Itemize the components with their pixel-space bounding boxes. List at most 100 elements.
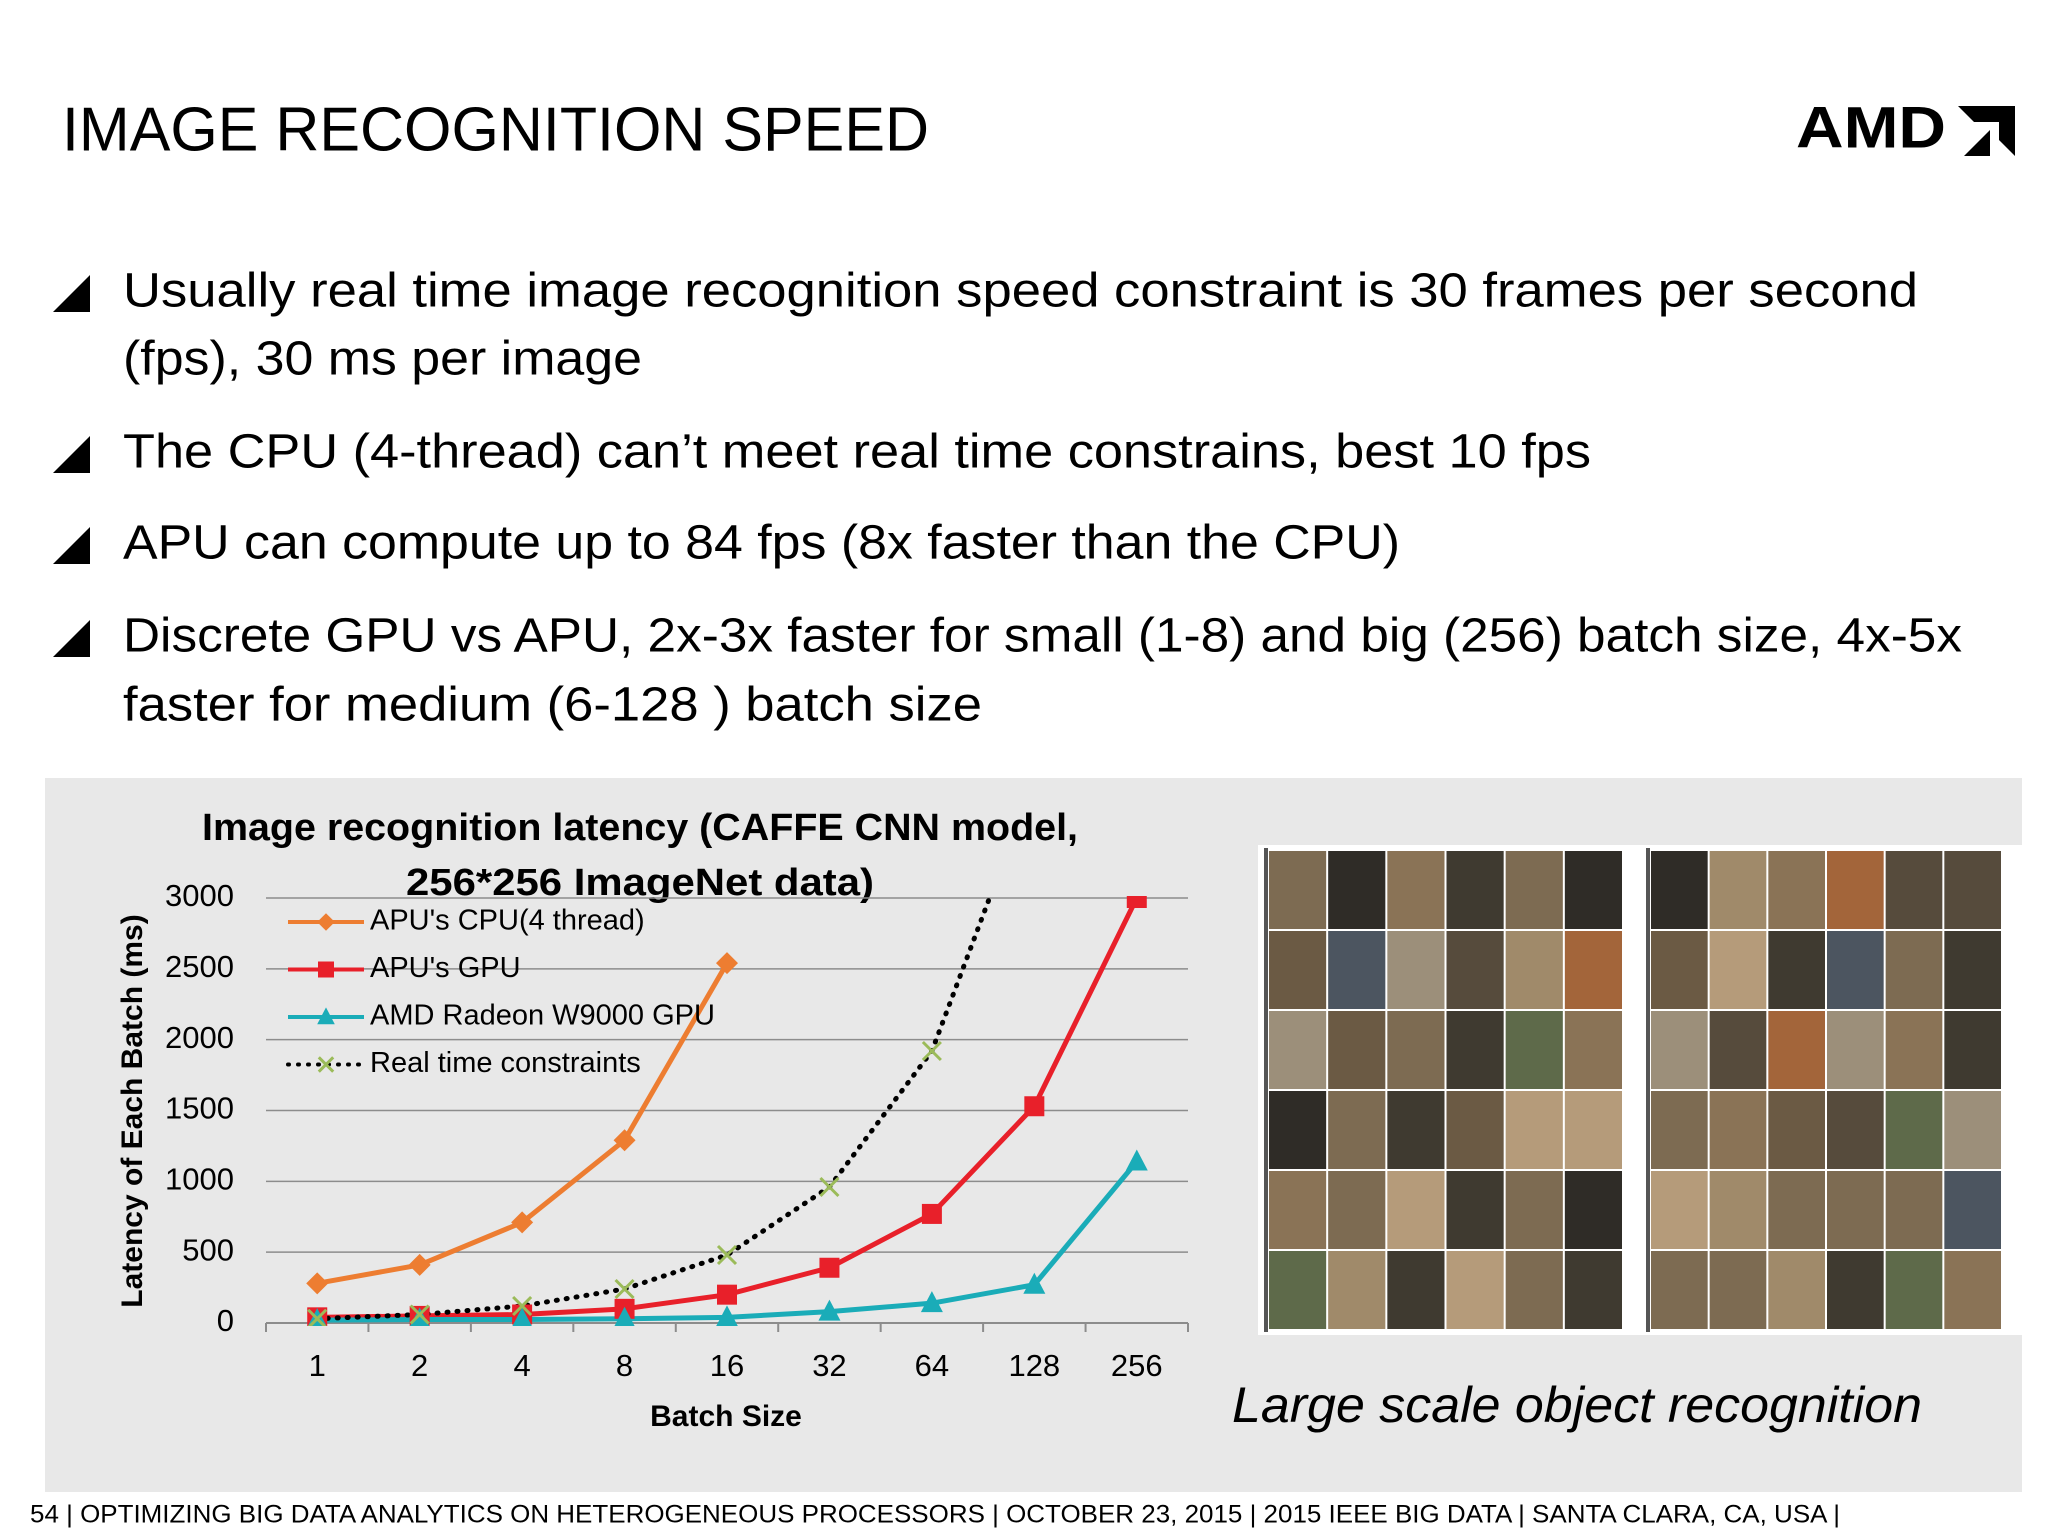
bullet-text: APU can compute up to 84 fps (8x faster … bbox=[123, 517, 1400, 570]
bullet-marker bbox=[53, 620, 90, 657]
marker bbox=[317, 1056, 335, 1073]
marker bbox=[1023, 1272, 1046, 1294]
photo-tile bbox=[1505, 1251, 1563, 1329]
photo-tile bbox=[1269, 1011, 1327, 1089]
photo-tile bbox=[1328, 1011, 1386, 1089]
photo-tile bbox=[1944, 1011, 2001, 1089]
logo-arrow bbox=[1958, 106, 2015, 156]
photo-tile bbox=[1505, 1091, 1563, 1169]
y-tick-label: 2000 bbox=[165, 1020, 234, 1055]
photo-tile bbox=[1827, 931, 1884, 1009]
marker bbox=[818, 1299, 841, 1321]
photo-tile bbox=[1564, 1091, 1622, 1169]
marker bbox=[921, 1040, 942, 1062]
photo-tile bbox=[1827, 1091, 1884, 1169]
x-tick-label: 8 bbox=[616, 1348, 633, 1383]
chart-title: Image recognition latency (CAFFE CNN mod… bbox=[202, 807, 1078, 849]
photo-tile bbox=[1446, 1251, 1504, 1329]
photo-tile bbox=[1269, 931, 1327, 1009]
chart: Image recognition latency (CAFFE CNN mod… bbox=[116, 807, 1189, 1433]
bullet-marker bbox=[53, 436, 90, 473]
legend-label: Real time constraints bbox=[370, 1047, 641, 1079]
photo-tile bbox=[1328, 1091, 1386, 1169]
photo-tile bbox=[1885, 1091, 1943, 1169]
photo-tile bbox=[1651, 1091, 1708, 1169]
photo-tile bbox=[1446, 931, 1504, 1009]
photo-tile bbox=[1387, 931, 1445, 1009]
marker bbox=[921, 1203, 942, 1224]
x-tick-label: 2 bbox=[411, 1348, 428, 1383]
chart-title: 256*256 ImageNet data) bbox=[406, 862, 874, 904]
bullet-marker bbox=[53, 275, 90, 312]
photo-tile bbox=[1387, 1091, 1445, 1169]
bullet-text: Usually real time image recognition spee… bbox=[123, 265, 1918, 318]
marker bbox=[716, 952, 738, 975]
image-caption: Large scale object recognition bbox=[1232, 1377, 1922, 1433]
marker bbox=[511, 1211, 534, 1234]
photo-tile bbox=[1387, 1171, 1445, 1249]
photo-border bbox=[1264, 848, 1268, 1332]
marker bbox=[512, 1307, 532, 1326]
x-tick-label: 128 bbox=[1008, 1348, 1060, 1383]
photo-tile bbox=[1709, 1251, 1767, 1329]
photo-tile bbox=[1651, 1171, 1708, 1249]
photo-tile bbox=[1269, 1251, 1327, 1329]
photo-tile bbox=[1827, 851, 1884, 929]
photo-grid bbox=[1264, 848, 2001, 1332]
photo-tile bbox=[1505, 931, 1563, 1009]
photo-tile bbox=[1387, 851, 1445, 929]
photo-tile bbox=[1768, 931, 1825, 1009]
photo-tile bbox=[1827, 1011, 1884, 1089]
photo-tile bbox=[1446, 1011, 1504, 1089]
photo-tile bbox=[1269, 851, 1327, 929]
photo-tile bbox=[1944, 1171, 2001, 1249]
photo-tile bbox=[1944, 1091, 2001, 1169]
marker bbox=[512, 1295, 533, 1317]
y-tick-label: 2500 bbox=[165, 949, 234, 984]
marker bbox=[307, 1308, 328, 1326]
photo-tile bbox=[1328, 1251, 1386, 1329]
x-tick-label: 16 bbox=[710, 1348, 744, 1383]
marker bbox=[614, 1306, 635, 1326]
y-tick-label: 1000 bbox=[165, 1162, 234, 1197]
photo-tile bbox=[1709, 1171, 1767, 1249]
footer: 54 | OPTIMIZING BIG DATA ANALYTICS ON HE… bbox=[30, 1501, 1840, 1529]
marker bbox=[613, 1129, 636, 1152]
marker bbox=[1024, 1096, 1045, 1117]
x-tick-label: 64 bbox=[915, 1348, 949, 1383]
photo-tile bbox=[1564, 1251, 1622, 1329]
y-tick-label: 500 bbox=[182, 1232, 234, 1267]
photo-tile bbox=[1885, 851, 1943, 929]
marker bbox=[716, 1244, 738, 1266]
x-tick-label: 4 bbox=[513, 1348, 530, 1383]
marker bbox=[306, 1272, 329, 1295]
marker bbox=[716, 1305, 738, 1326]
bullet-list: Usually real time image recognition spee… bbox=[53, 265, 1962, 732]
bullet-text: Discrete GPU vs APU, 2x-3x faster for sm… bbox=[123, 610, 1962, 663]
photo-tile bbox=[1328, 1171, 1386, 1249]
marker bbox=[614, 1278, 635, 1300]
plot-area bbox=[306, 896, 1148, 1326]
marker bbox=[408, 1253, 431, 1276]
x-tick-label: 32 bbox=[812, 1348, 846, 1383]
photo-tile bbox=[1885, 931, 1943, 1009]
x-axis-label: Batch Size bbox=[650, 1400, 802, 1433]
y-axis-label: Latency of Each Batch (ms) bbox=[116, 914, 149, 1307]
photo-tile bbox=[1709, 931, 1767, 1009]
photo-tile bbox=[1564, 931, 1622, 1009]
photo-tile bbox=[1564, 851, 1622, 929]
marker bbox=[317, 1007, 335, 1025]
legend-label: AMD Radeon W9000 GPU bbox=[370, 1000, 715, 1032]
photo-tile bbox=[1505, 1011, 1563, 1089]
photo-tile bbox=[1709, 1011, 1767, 1089]
x-tick-label: 256 bbox=[1111, 1348, 1163, 1383]
bullet-marker bbox=[53, 527, 90, 564]
photo-tile bbox=[1768, 851, 1825, 929]
bullet-text: The CPU (4-thread) can’t meet real time … bbox=[123, 426, 1591, 479]
marker bbox=[717, 1284, 737, 1305]
marker bbox=[317, 913, 335, 931]
photo-tile bbox=[1944, 851, 2001, 929]
photo-tile bbox=[1328, 931, 1386, 1009]
marker bbox=[1125, 1149, 1148, 1171]
